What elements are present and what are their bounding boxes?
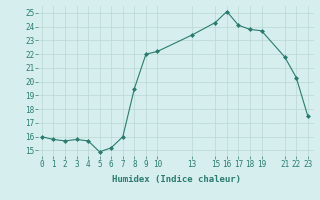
X-axis label: Humidex (Indice chaleur): Humidex (Indice chaleur) [111, 175, 241, 184]
